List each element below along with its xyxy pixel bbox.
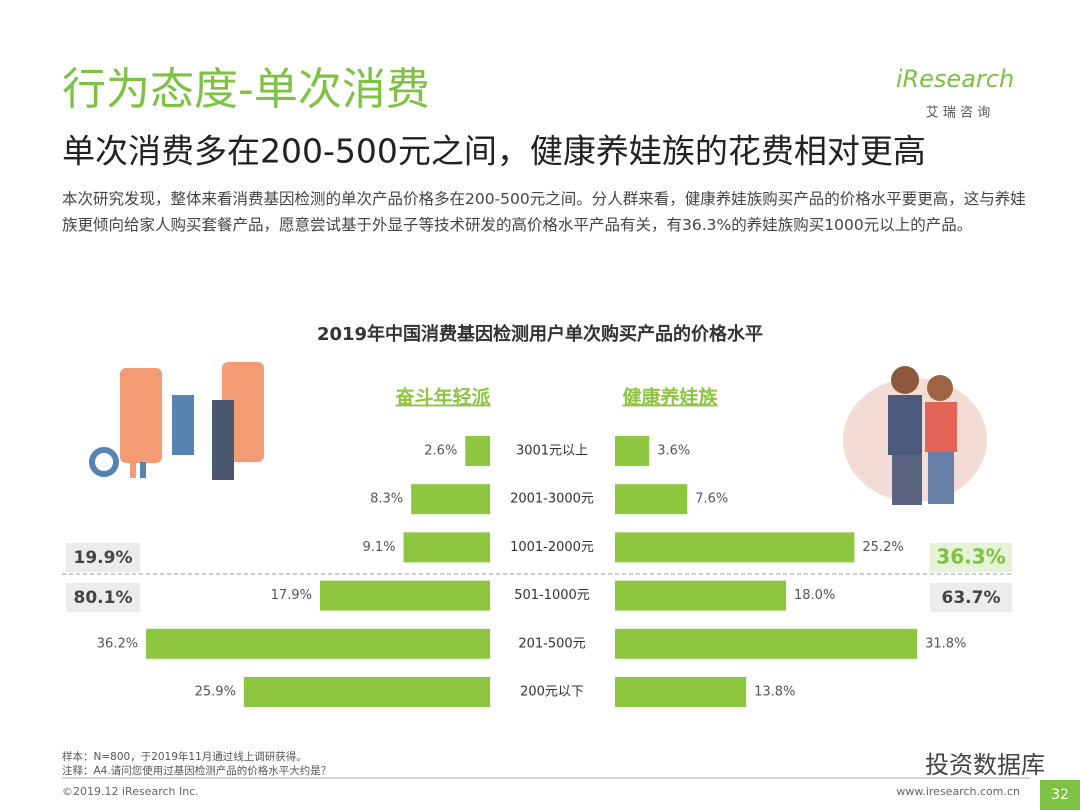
bar xyxy=(146,628,490,659)
bar xyxy=(403,532,490,563)
value-label: 18.0% xyxy=(794,588,835,603)
bar xyxy=(319,580,490,611)
total-label: 63.7% xyxy=(942,588,1001,608)
paragraph: 本次研究发现，整体来看消费基因检测的单次产品价格多在200-500元之间。分人群… xyxy=(62,190,1026,234)
bar xyxy=(465,436,490,466)
bar xyxy=(243,677,490,707)
watermark: 投资数据库 xyxy=(925,751,1045,779)
value-label: 3.6% xyxy=(657,444,690,459)
total-label: 80.1% xyxy=(74,588,133,608)
url: www.iresearch.com.cn xyxy=(896,785,1020,798)
bar xyxy=(411,484,490,515)
title: 行为态度-单次消费 xyxy=(62,64,430,115)
category-label: 2001-3000元 xyxy=(510,492,594,507)
footnote-note: 注释：A4.请问您使用过基因检测产品的价格水平大约是？ xyxy=(62,764,331,777)
footnote-sample: 样本：N=800，于2019年11月通过线上调研获得。 xyxy=(62,750,307,763)
copyright: ©2019.12 iResearch Inc. xyxy=(62,785,199,798)
logo: iResearch xyxy=(896,65,1014,93)
category-label: 501-1000元 xyxy=(514,588,590,603)
value-label: 2.6% xyxy=(424,444,457,459)
category-label: 200元以下 xyxy=(520,685,584,700)
bar xyxy=(615,580,786,611)
bar xyxy=(615,436,650,466)
total-box xyxy=(930,543,1012,572)
bar xyxy=(615,484,688,515)
total-box xyxy=(66,583,140,612)
total-label: 19.9% xyxy=(74,548,133,568)
value-label: 36.2% xyxy=(97,636,138,651)
value-label: 8.3% xyxy=(370,492,403,507)
illustration-left xyxy=(89,362,264,480)
logo-cn: 艾 瑞 咨 询 xyxy=(926,106,990,121)
value-label: 31.8% xyxy=(925,636,966,651)
bar xyxy=(615,677,747,707)
total-box xyxy=(66,543,140,572)
category-label: 201-500元 xyxy=(518,636,585,651)
value-label: 7.6% xyxy=(695,492,728,507)
series-name: 奋斗年轻派 xyxy=(394,386,491,409)
value-label: 17.9% xyxy=(271,588,312,603)
bar xyxy=(615,628,918,659)
subtitle: 单次消费多在200-500元之间，健康养娃族的花费相对更高 xyxy=(62,132,926,171)
illustration-right xyxy=(843,366,987,505)
value-label: 25.2% xyxy=(862,540,903,555)
value-label: 13.8% xyxy=(754,685,795,700)
chart-title: 2019年中国消费基因检测用户单次购买产品的价格水平 xyxy=(317,323,763,345)
value-label: 9.1% xyxy=(363,540,396,555)
page-number: 32 xyxy=(1051,787,1069,803)
total-box xyxy=(930,583,1012,612)
series-name: 健康养娃族 xyxy=(622,386,718,409)
total-label: 36.3% xyxy=(936,545,1005,569)
category-label: 3001元以上 xyxy=(516,444,588,459)
page-badge xyxy=(1040,780,1080,810)
category-label: 1001-2000元 xyxy=(510,540,594,555)
bar xyxy=(615,532,855,563)
value-label: 25.9% xyxy=(195,685,236,700)
paragraph-box: 本次研究发现，整体来看消费基因检测的单次产品价格多在200-500元之间。分人群… xyxy=(62,190,1026,234)
